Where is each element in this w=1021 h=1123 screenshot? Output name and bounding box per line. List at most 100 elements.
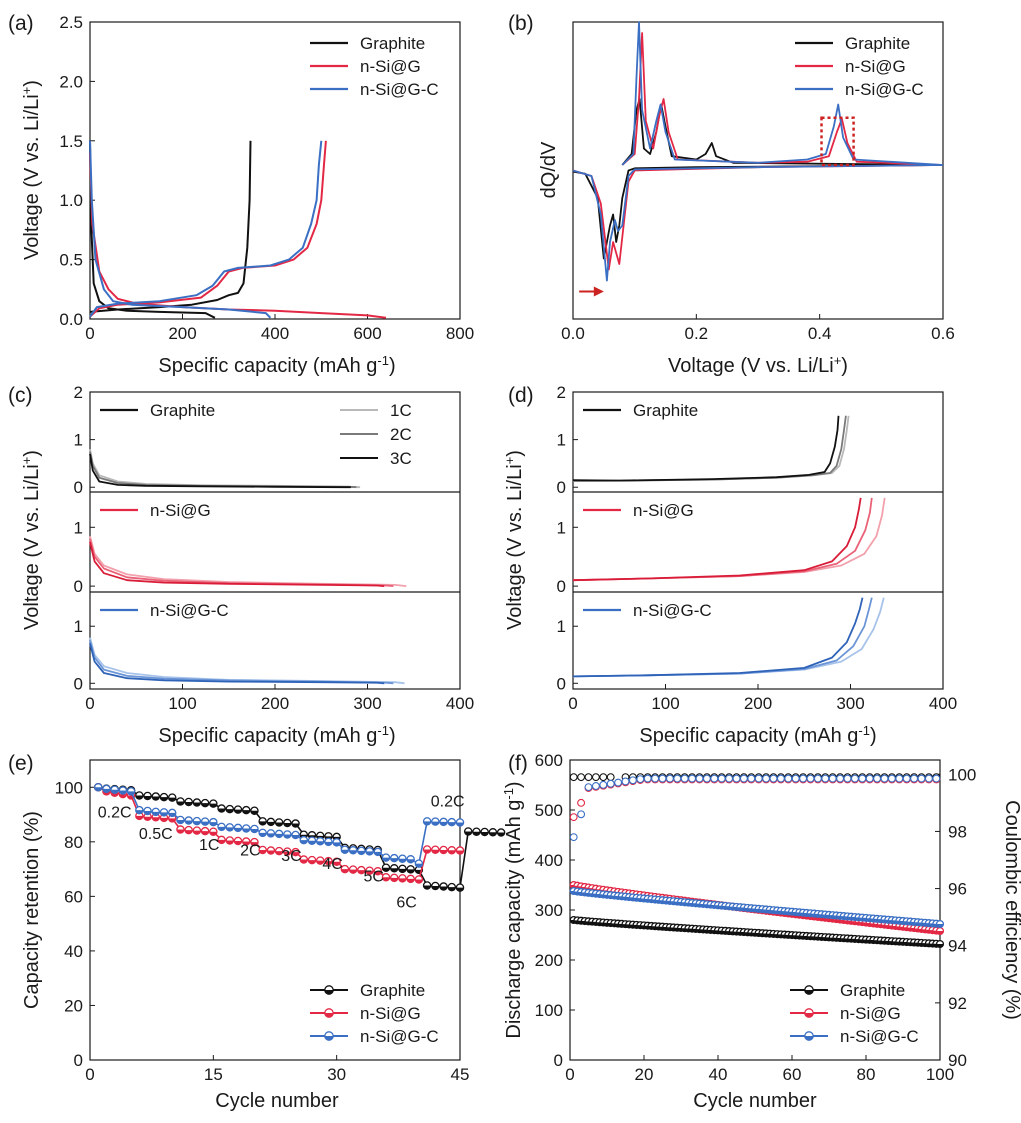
ce-point bbox=[806, 774, 815, 783]
ce-point bbox=[813, 774, 822, 783]
x-tick-label: 800 bbox=[446, 324, 474, 343]
y-tick-label: 1 bbox=[74, 518, 83, 537]
x-tick-label: 400 bbox=[446, 694, 474, 713]
marker-fill bbox=[250, 842, 259, 846]
data-point bbox=[283, 830, 292, 839]
x-tick-label: 45 bbox=[451, 1065, 470, 1084]
ce-point bbox=[799, 774, 808, 783]
data-point bbox=[406, 865, 415, 874]
legend-marker bbox=[324, 1008, 334, 1018]
ce-point bbox=[665, 774, 674, 783]
ce-point bbox=[658, 774, 667, 783]
data-point bbox=[192, 798, 202, 807]
data-point bbox=[447, 882, 457, 892]
marker-fill bbox=[291, 835, 300, 839]
marker-fill bbox=[407, 878, 415, 883]
ce-point bbox=[784, 774, 793, 783]
data-point bbox=[373, 867, 383, 876]
data-point bbox=[348, 865, 358, 874]
data-point bbox=[250, 824, 259, 834]
marker-fill bbox=[102, 788, 111, 793]
data-point bbox=[266, 846, 276, 855]
y-tick-label: 200 bbox=[535, 951, 563, 970]
legend-label: n-Si@G bbox=[360, 57, 421, 76]
y-tick-label: 0 bbox=[74, 478, 83, 497]
marker-fill bbox=[448, 850, 456, 854]
data-point bbox=[431, 881, 440, 891]
ce-point bbox=[569, 773, 578, 782]
x-tick-label: 60 bbox=[783, 1065, 802, 1084]
marker-fill bbox=[365, 851, 374, 855]
subpanel-title: Graphite bbox=[633, 401, 698, 420]
ce-point bbox=[732, 774, 741, 783]
panel-e-label: (e) bbox=[8, 752, 34, 775]
marker-fill bbox=[415, 879, 423, 884]
x-tick-label: 0 bbox=[85, 1065, 94, 1084]
marker-fill bbox=[193, 830, 201, 835]
data-point bbox=[102, 784, 111, 794]
y-tick-label: 600 bbox=[535, 751, 563, 770]
y-tick-label: 1.5 bbox=[59, 132, 83, 151]
ce-point bbox=[577, 773, 586, 782]
marker-fill bbox=[185, 802, 193, 806]
ce-point bbox=[584, 773, 593, 782]
marker-fill bbox=[374, 851, 382, 856]
data-point bbox=[266, 829, 276, 838]
data-point bbox=[414, 875, 424, 884]
data-point bbox=[381, 873, 391, 882]
marker-fill bbox=[333, 842, 341, 846]
marker-fill bbox=[193, 802, 201, 807]
data-point bbox=[398, 874, 407, 883]
x-tick-label: 400 bbox=[261, 324, 289, 343]
legend-label: n-Si@G bbox=[840, 1004, 901, 1023]
marker-fill bbox=[423, 849, 431, 854]
data-point bbox=[315, 856, 325, 865]
ce-point bbox=[843, 774, 852, 783]
data-point bbox=[151, 807, 161, 817]
marker-fill bbox=[234, 841, 242, 845]
marker-fill bbox=[390, 868, 398, 872]
rate-label: 0.2C bbox=[98, 804, 132, 821]
y2-tick-label: 92 bbox=[948, 994, 967, 1013]
data-point bbox=[225, 836, 235, 845]
marker-fill bbox=[398, 858, 407, 863]
rate-label: 2C bbox=[240, 842, 260, 859]
x-tick-label: 400 bbox=[929, 694, 957, 713]
marker-fill bbox=[242, 828, 250, 833]
series-line bbox=[572, 415, 850, 482]
data-point bbox=[431, 817, 440, 826]
data-point bbox=[332, 857, 341, 866]
data-point bbox=[398, 854, 407, 863]
x-tick-label: 300 bbox=[836, 694, 864, 713]
marker-fill bbox=[250, 810, 259, 815]
ce-point bbox=[688, 774, 697, 783]
marker-fill bbox=[382, 867, 390, 872]
legend-label: n-Si@G-C bbox=[360, 1027, 439, 1046]
marker-fill bbox=[217, 808, 226, 813]
ce-point bbox=[858, 774, 867, 783]
marker-fill bbox=[497, 832, 505, 837]
data-point bbox=[209, 817, 218, 827]
x-tick-label: 15 bbox=[204, 1065, 223, 1084]
data-point bbox=[184, 797, 193, 807]
ce-point bbox=[569, 833, 578, 842]
x-tick-label: 300 bbox=[353, 694, 381, 713]
marker-fill bbox=[111, 789, 119, 794]
ce-point bbox=[591, 782, 600, 790]
ce-point bbox=[606, 773, 615, 782]
marker-fill bbox=[324, 841, 333, 846]
series-line bbox=[89, 140, 272, 319]
marker-fill bbox=[489, 832, 497, 836]
data-point bbox=[406, 855, 415, 864]
data-point bbox=[332, 838, 341, 847]
rate-label: 5C bbox=[363, 868, 383, 885]
marker-fill bbox=[267, 850, 275, 855]
data-point bbox=[389, 853, 399, 863]
series-line bbox=[572, 497, 862, 582]
data-point bbox=[192, 826, 202, 835]
y-tick-label: 0 bbox=[557, 478, 566, 497]
rate-legend-label: 3C bbox=[390, 449, 412, 468]
marker-fill bbox=[283, 851, 291, 856]
ce-point bbox=[710, 774, 719, 783]
marker-fill bbox=[439, 850, 448, 854]
